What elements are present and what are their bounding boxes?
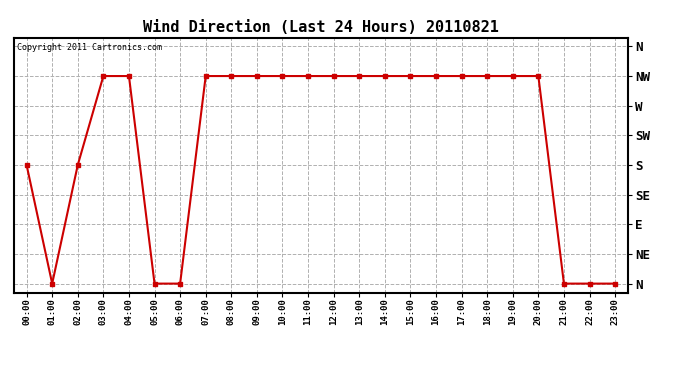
Title: Wind Direction (Last 24 Hours) 20110821: Wind Direction (Last 24 Hours) 20110821 [143, 20, 499, 35]
Text: Copyright 2011 Cartronics.com: Copyright 2011 Cartronics.com [17, 43, 162, 52]
